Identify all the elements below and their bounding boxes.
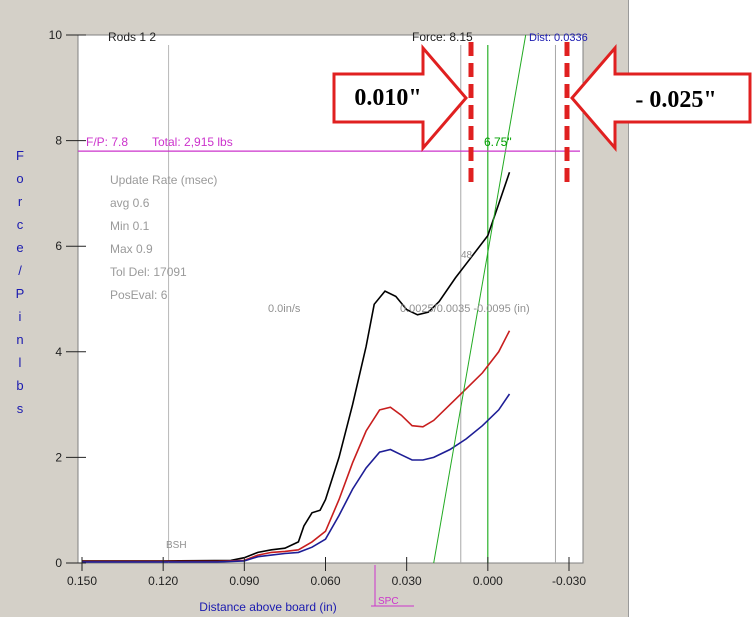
y-axis-title-letter-2: r xyxy=(18,194,23,209)
callout-text-right: - 0.025" xyxy=(635,87,716,113)
spc-annotation: SPC xyxy=(378,596,399,607)
x-tick-label-0: 0.150 xyxy=(67,574,97,588)
x-tick-label-5: 0.000 xyxy=(473,574,503,588)
series-line-1 xyxy=(82,330,511,563)
y-axis-title-letter-1: o xyxy=(16,171,23,186)
plot-area xyxy=(77,34,584,564)
fp-total: Total: 2,915 lbs xyxy=(152,135,233,149)
position-annotation: 0.0025/0.0035 -0.0095 (in) xyxy=(400,303,530,315)
y-tick-label-5: 10 xyxy=(49,28,63,42)
series-line-3 xyxy=(433,34,527,564)
x-axis-title: Distance above board (in) xyxy=(199,600,336,614)
y-axis-title-letter-11: s xyxy=(17,401,24,416)
callout-arrow-left xyxy=(570,43,752,153)
info-line-3: Max 0.9 xyxy=(110,242,153,256)
y-axis-title-letter-8: n xyxy=(16,332,23,347)
x-tick-label-1: 0.120 xyxy=(148,574,178,588)
rods-label: Rods 1 2 xyxy=(108,30,156,44)
x-tick-label-3: 0.060 xyxy=(310,574,340,588)
x-tick-label-4: 0.030 xyxy=(392,574,422,588)
small-mark-annotation: 48 xyxy=(461,250,473,261)
rate-annotation: 0.0in/s xyxy=(268,303,301,315)
info-line-2: Min 0.1 xyxy=(110,219,150,233)
dist-readout: Dist: 0.0336 xyxy=(529,32,588,44)
y-tick-label-1: 2 xyxy=(55,450,62,464)
info-line-4: Tol Del: 17091 xyxy=(110,265,187,279)
series-line-2 xyxy=(82,393,511,563)
info-line-0: Update Rate (msec) xyxy=(110,173,217,187)
force-readout: Force: 8.15 xyxy=(412,30,473,44)
x-tick-label-6: -0.030 xyxy=(552,574,586,588)
info-line-5: PosEval: 6 xyxy=(110,288,168,302)
y-axis-title-letter-0: F xyxy=(16,148,24,163)
y-axis-title-letter-4: e xyxy=(16,240,23,255)
y-axis-title-letter-3: c xyxy=(17,217,24,232)
y-axis-title-letter-10: b xyxy=(16,378,23,393)
y-axis-title-letter-9: l xyxy=(19,355,22,370)
y-tick-label-4: 8 xyxy=(55,134,62,148)
fp-label: F/P: 7.8 xyxy=(86,135,128,149)
y-tick-label-0: 0 xyxy=(55,556,62,570)
y-axis-title-letter-6: P xyxy=(16,286,25,301)
bsh-annotation: BSH xyxy=(166,540,187,551)
at-x-annotation: 6.75" xyxy=(484,135,512,149)
y-tick-label-2: 4 xyxy=(55,345,62,359)
info-block: Update Rate (msec) avg 0.6 Min 0.1 Max 0.9 T… xyxy=(110,173,217,302)
y-axis-title-letter-5: / xyxy=(18,263,22,278)
callout-text-left: 0.010" xyxy=(354,85,421,111)
y-axis-title-letter-7: i xyxy=(19,309,22,324)
series-line-0 xyxy=(82,172,511,562)
info-line-1: avg 0.6 xyxy=(110,196,150,210)
y-tick-label-3: 6 xyxy=(55,239,62,253)
callout-arrow-right xyxy=(332,43,468,153)
x-tick-label-2: 0.090 xyxy=(229,574,259,588)
